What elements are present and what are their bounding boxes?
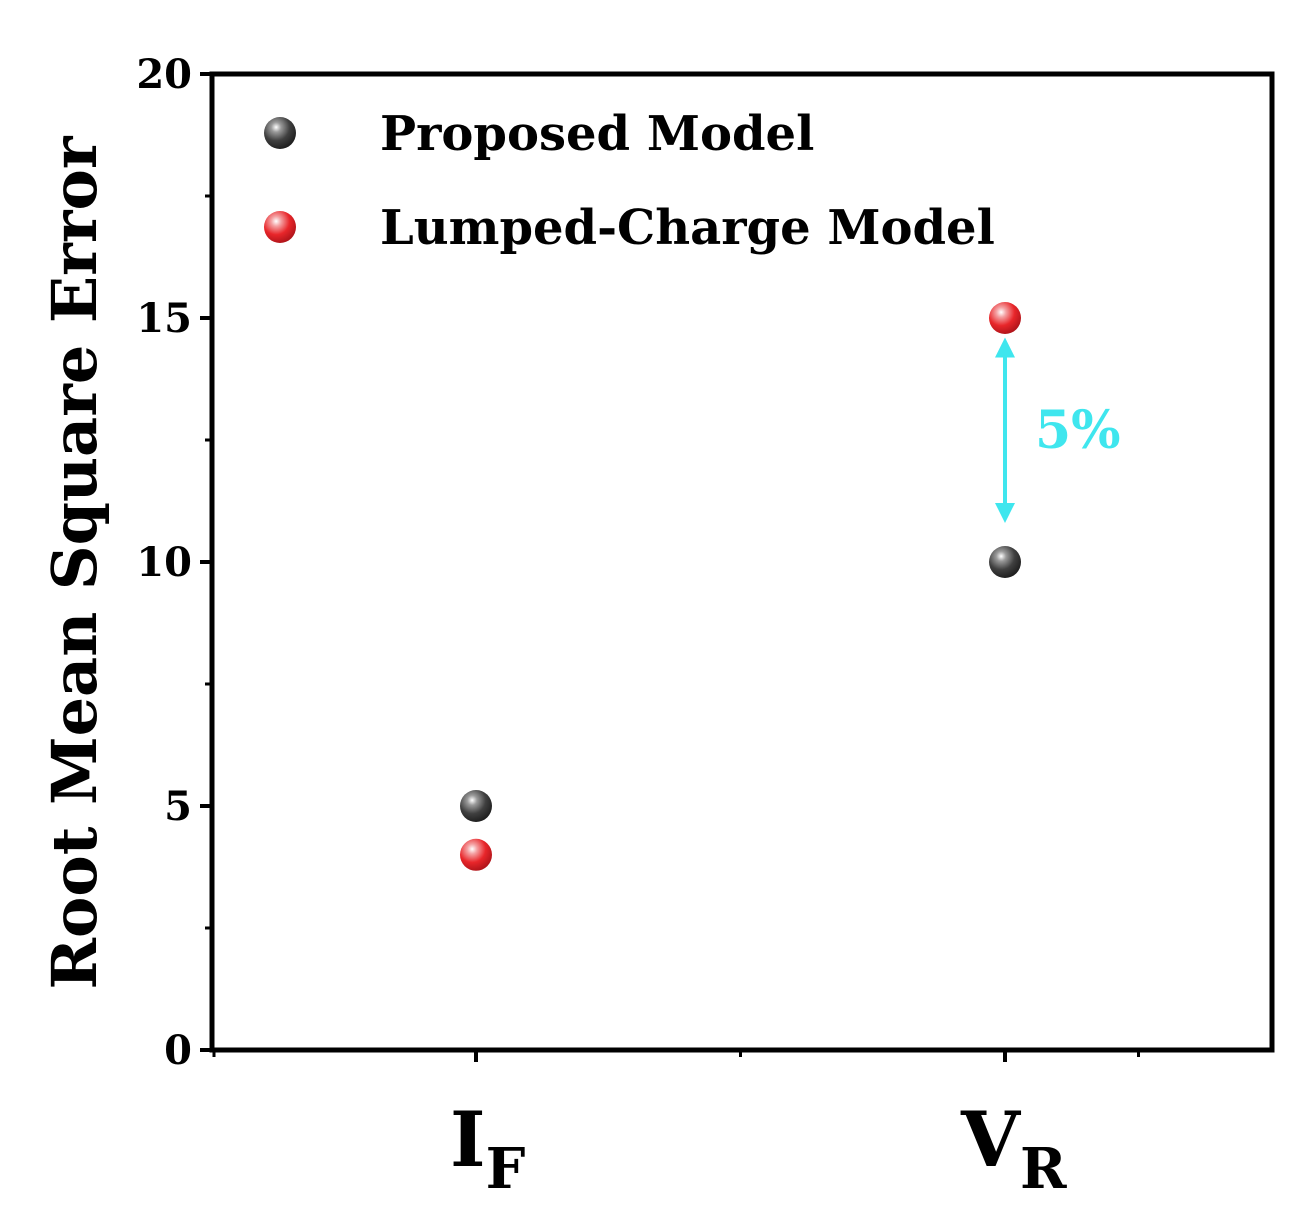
x-category-label: VR <box>960 1095 1067 1202</box>
legend-marker <box>264 117 296 149</box>
x-category-subscript: R <box>1020 1136 1067 1202</box>
x-category-subscript: F <box>486 1136 526 1202</box>
legend: Proposed Model Lumped-Charge Model <box>264 106 995 256</box>
data-point-proposed <box>989 546 1021 578</box>
y-tick-label: 5 <box>164 783 192 830</box>
annotation-arrowhead-up <box>995 337 1015 358</box>
y-tick-label: 15 <box>136 295 192 342</box>
annotation-label: 5% <box>1035 400 1121 461</box>
x-category-main: V <box>960 1095 1022 1184</box>
data-point-proposed <box>460 790 492 822</box>
annotation-arrowhead-down <box>995 502 1015 523</box>
x-category-main: I <box>450 1095 486 1184</box>
x-axis: IF VR <box>212 1050 1140 1202</box>
x-category-label: IF <box>450 1095 526 1202</box>
data-points <box>460 302 1021 871</box>
legend-label: Proposed Model <box>380 106 814 162</box>
y-tick-label: 0 <box>164 1027 192 1074</box>
annotations: 5% <box>995 337 1121 523</box>
legend-marker <box>264 211 296 243</box>
y-tick-label: 10 <box>136 539 192 586</box>
y-tick-label: 20 <box>136 51 192 98</box>
legend-label: Lumped-Charge Model <box>380 200 995 256</box>
data-point-lumped-charge <box>460 838 492 871</box>
y-axis: 0 5 10 15 20 <box>136 51 212 1074</box>
y-axis-title: Root Mean Square Error <box>38 135 111 989</box>
data-point-lumped-charge <box>989 302 1021 334</box>
